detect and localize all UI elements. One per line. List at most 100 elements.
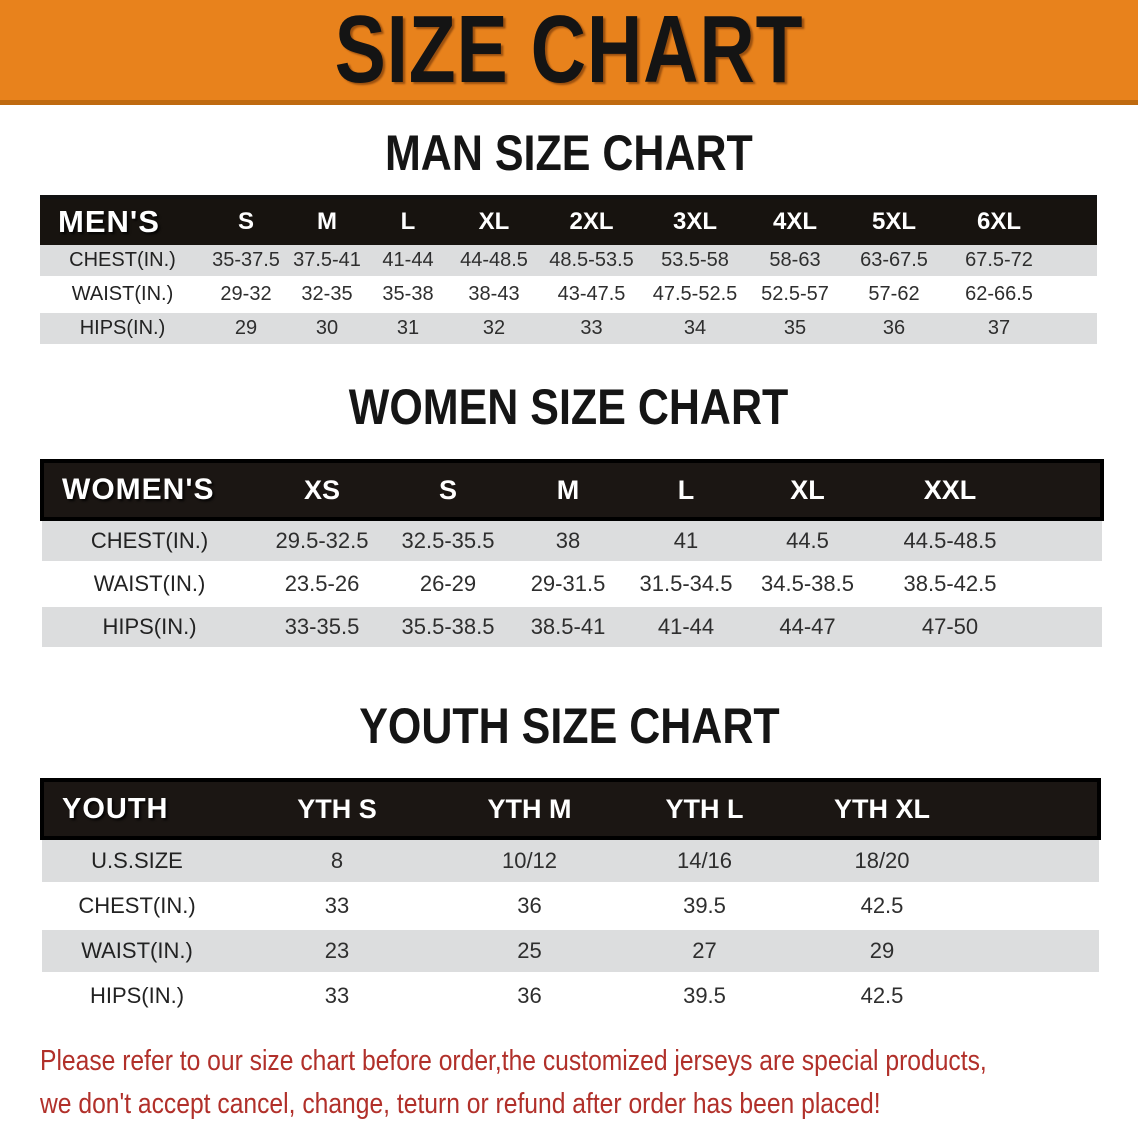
- women-group-label: WOMEN'S: [40, 459, 257, 521]
- value-cell: 57-62: [844, 277, 944, 313]
- row-label: WAIST(IN.): [42, 562, 257, 607]
- men-header-row: MEN'S S M L XL 2XL 3XL 4XL 5XL 6XL: [40, 196, 1097, 245]
- youth-ussize-row: U.S.SIZE 8 10/12 14/16 18/20: [42, 838, 1099, 885]
- men-size-table: MEN'S S M L XL 2XL 3XL 4XL 5XL 6XL CHEST…: [40, 195, 1097, 347]
- spacer-cell: [972, 778, 1101, 840]
- spacer-cell: [1030, 459, 1104, 521]
- spacer-cell: [972, 973, 1099, 1020]
- value-cell: 58-63: [746, 245, 844, 279]
- section-heading-man: MAN SIZE CHART: [0, 127, 1138, 179]
- value-cell: 18/20: [792, 838, 972, 885]
- spacer-cell: [972, 838, 1099, 885]
- youth-col-header: YTH L: [617, 778, 792, 840]
- value-cell: 33-35.5: [257, 605, 387, 650]
- value-cell: 43-47.5: [539, 277, 644, 313]
- value-cell: 33: [232, 883, 442, 930]
- men-col-header: 3XL: [644, 196, 746, 245]
- men-col-header: 6XL: [944, 196, 1054, 245]
- women-chest-row: CHEST(IN.) 29.5-32.5 32.5-35.5 38 41 44.…: [42, 519, 1102, 564]
- men-chest-row: CHEST(IN.) 35-37.5 37.5-41 41-44 44-48.5…: [40, 245, 1097, 279]
- value-cell: 44.5: [745, 519, 870, 564]
- note-line-1: Please refer to our size chart before or…: [40, 1045, 987, 1077]
- value-cell: 10/12: [442, 838, 617, 885]
- row-label: HIPS(IN.): [40, 311, 205, 347]
- value-cell: 63-67.5: [844, 245, 944, 279]
- youth-hips-row: HIPS(IN.) 33 36 39.5 42.5: [42, 973, 1099, 1020]
- value-cell: 32.5-35.5: [387, 519, 509, 564]
- women-heading-text: WOMEN SIZE CHART: [349, 379, 789, 435]
- women-col-header: XS: [257, 459, 387, 521]
- value-cell: 48.5-53.5: [539, 245, 644, 279]
- value-cell: 44-48.5: [449, 245, 539, 279]
- value-cell: 39.5: [617, 973, 792, 1020]
- value-cell: 44-47: [745, 605, 870, 650]
- women-hips-row: HIPS(IN.) 33-35.5 35.5-38.5 38.5-41 41-4…: [42, 605, 1102, 650]
- value-cell: 33: [232, 973, 442, 1020]
- value-cell: 37.5-41: [287, 245, 367, 279]
- value-cell: 36: [442, 883, 617, 930]
- value-cell: 23.5-26: [257, 562, 387, 607]
- size-chart-banner: SIZE CHART: [0, 0, 1138, 105]
- value-cell: 67.5-72: [944, 245, 1054, 279]
- value-cell: 35-38: [367, 277, 449, 313]
- value-cell: 23: [232, 928, 442, 975]
- value-cell: 33: [539, 311, 644, 347]
- spacer-cell: [1030, 562, 1102, 607]
- value-cell: 41-44: [367, 245, 449, 279]
- value-cell: 42.5: [792, 973, 972, 1020]
- row-label: U.S.SIZE: [42, 838, 232, 885]
- value-cell: 38.5-41: [509, 605, 627, 650]
- value-cell: 29-32: [205, 277, 287, 313]
- youth-col-header: YTH XL: [792, 778, 972, 840]
- value-cell: 26-29: [387, 562, 509, 607]
- value-cell: 32: [449, 311, 539, 347]
- women-size-table: WOMEN'S XS S M L XL XXL CHEST(IN.) 29.5-…: [40, 459, 1104, 650]
- men-col-header: XL: [449, 196, 539, 245]
- value-cell: 38.5-42.5: [870, 562, 1030, 607]
- value-cell: 44.5-48.5: [870, 519, 1030, 564]
- banner-title: SIZE CHART: [334, 0, 804, 103]
- youth-col-header: YTH S: [232, 778, 442, 840]
- note-line-2: we don't accept cancel, change, teturn o…: [40, 1088, 881, 1120]
- value-cell: 31.5-34.5: [627, 562, 745, 607]
- spacer-cell: [1054, 245, 1097, 279]
- value-cell: 8: [232, 838, 442, 885]
- row-label: WAIST(IN.): [42, 928, 232, 975]
- value-cell: 32-35: [287, 277, 367, 313]
- row-label: CHEST(IN.): [42, 883, 232, 930]
- women-col-header: S: [387, 459, 509, 521]
- value-cell: 47-50: [870, 605, 1030, 650]
- value-cell: 14/16: [617, 838, 792, 885]
- spacer-cell: [1054, 196, 1097, 245]
- row-label: CHEST(IN.): [40, 245, 205, 279]
- value-cell: 36: [844, 311, 944, 347]
- men-col-header: 4XL: [746, 196, 844, 245]
- spacer-cell: [1054, 311, 1097, 347]
- youth-header-row: YOUTH YTH S YTH M YTH L YTH XL: [40, 778, 1101, 840]
- value-cell: 53.5-58: [644, 245, 746, 279]
- spacer-cell: [1030, 605, 1102, 650]
- men-col-header: S: [205, 196, 287, 245]
- value-cell: 38-43: [449, 277, 539, 313]
- value-cell: 35.5-38.5: [387, 605, 509, 650]
- women-header-row: WOMEN'S XS S M L XL XXL: [40, 459, 1104, 521]
- value-cell: 27: [617, 928, 792, 975]
- spacer-cell: [1030, 519, 1102, 564]
- value-cell: 36: [442, 973, 617, 1020]
- men-waist-row: WAIST(IN.) 29-32 32-35 35-38 38-43 43-47…: [40, 277, 1097, 313]
- value-cell: 52.5-57: [746, 277, 844, 313]
- value-cell: 47.5-52.5: [644, 277, 746, 313]
- men-hips-row: HIPS(IN.) 29 30 31 32 33 34 35 36 37: [40, 311, 1097, 347]
- value-cell: 34: [644, 311, 746, 347]
- women-col-header: XXL: [870, 459, 1030, 521]
- value-cell: 38: [509, 519, 627, 564]
- value-cell: 29-31.5: [509, 562, 627, 607]
- man-heading-text: MAN SIZE CHART: [385, 125, 753, 181]
- value-cell: 35-37.5: [205, 245, 287, 279]
- men-col-header: M: [287, 196, 367, 245]
- value-cell: 34.5-38.5: [745, 562, 870, 607]
- women-waist-row: WAIST(IN.) 23.5-26 26-29 29-31.5 31.5-34…: [42, 562, 1102, 607]
- row-label: HIPS(IN.): [42, 973, 232, 1020]
- row-label: HIPS(IN.): [42, 605, 257, 650]
- youth-chest-row: CHEST(IN.) 33 36 39.5 42.5: [42, 883, 1099, 930]
